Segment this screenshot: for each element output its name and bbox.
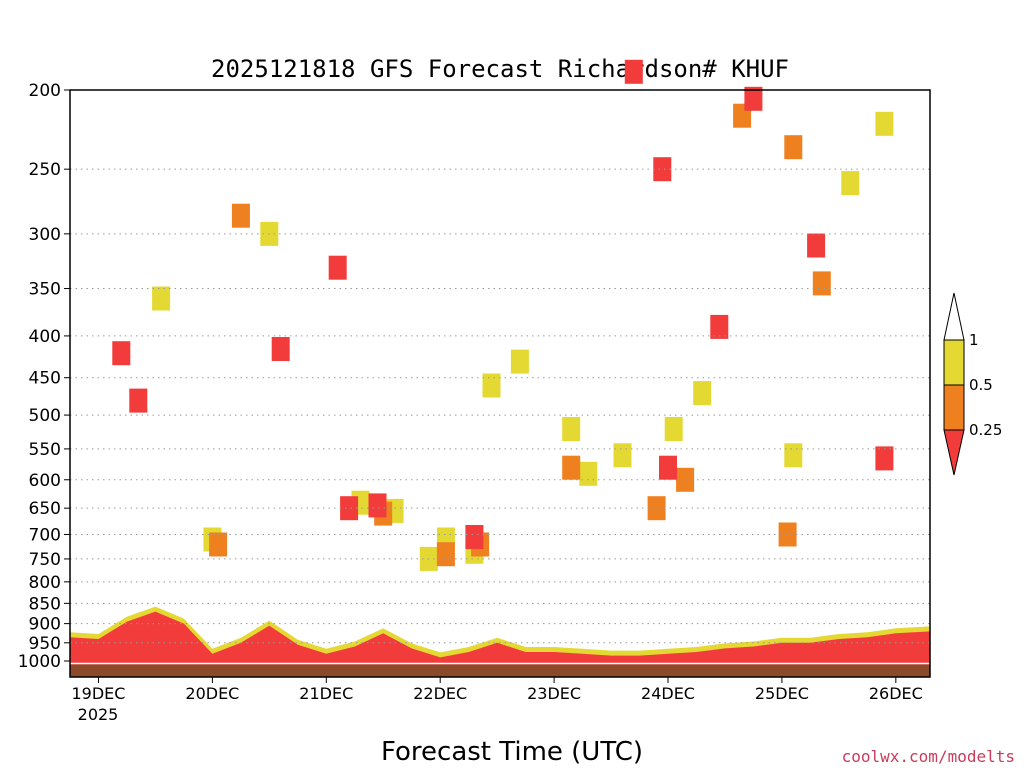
surface-layer-red (70, 611, 930, 677)
xtick-label-6: 25DEC (755, 684, 809, 703)
ytick-label-950: 950 (29, 634, 61, 654)
ytick-label-700: 700 (29, 525, 61, 545)
ytick-label-200: 200 (29, 81, 61, 101)
ri-patch-4-10 (624, 59, 643, 84)
ri-patch-2-11 (152, 286, 171, 311)
ri-patch-3-11 (778, 522, 797, 547)
ytick-label-250: 250 (29, 160, 61, 180)
ri-patch-2-15 (482, 373, 501, 398)
ri-patch-4-5 (807, 233, 826, 258)
ri-patch-4-1 (368, 493, 387, 518)
ri-patch-4-8 (112, 341, 131, 366)
y-axis-ticks: 200 250 300 350 400 450 500 550 600 650 700 750 8008… (18, 81, 70, 672)
ri-patch-4-3 (659, 455, 677, 480)
ri-patch-2-5 (579, 461, 598, 486)
colorbar-top-arrow (943, 292, 965, 341)
xtick-label-4: 23DEC (527, 684, 581, 703)
ri-patch-3-8 (676, 467, 695, 492)
ytick-label-850: 850 (29, 594, 61, 614)
ytick-label-600: 600 (29, 471, 61, 491)
ri-patch-4-12 (744, 86, 763, 111)
ytick-label-750: 750 (29, 550, 61, 570)
colorbar-label-0: 1 (969, 331, 979, 349)
ri-patch-2-8 (693, 381, 712, 406)
ri-patch-4-6 (271, 337, 290, 361)
ri-patch-2-6 (613, 443, 632, 468)
ri-patch-2-7 (664, 417, 683, 441)
plot-frame (69, 89, 931, 678)
ri-patch-3-6 (812, 271, 831, 296)
x-axis-ticks: 19DEC 20DEC 21DEC 22DEC 23DEC 24DEC 25DEC 26DEC (71, 677, 923, 703)
credit-text[interactable]: coolwx.com/modelts (842, 747, 1015, 766)
ytick-label-1000: 1000 (18, 652, 61, 672)
ri-patch-2-17 (562, 417, 581, 441)
x-axis-label: Forecast Time (UTC) (381, 737, 643, 767)
ri-patch-3-10 (209, 532, 228, 557)
colorbar: 1 0.5 0.25 (943, 292, 1002, 476)
ri-patch-3-5 (231, 203, 250, 228)
xtick-label-1: 20DEC (185, 684, 239, 703)
ytick-label-300: 300 (29, 225, 61, 245)
richardson-fill (70, 59, 930, 677)
ri-patch-3-9 (562, 455, 581, 480)
colorbar-bin-1 (943, 384, 965, 431)
xtick-label-0: 19DEC (71, 684, 125, 703)
ri-patch-2-16 (510, 349, 529, 374)
ri-patch-4-2 (465, 525, 484, 549)
x-year-label: 2025 (78, 705, 119, 724)
ri-patch-3-4 (784, 135, 803, 160)
ri-patch-4-9 (129, 388, 148, 413)
ytick-label-900: 900 (29, 615, 61, 635)
gridlines (70, 168, 930, 644)
colorbar-label-2: 0.25 (969, 421, 1002, 439)
colorbar-bin-0 (943, 339, 965, 386)
ground-band (70, 664, 930, 677)
colorbar-label-1: 0.5 (969, 376, 993, 394)
ground-layer (70, 662, 930, 677)
ytick-label-800: 800 (29, 573, 61, 593)
xtick-label-5: 24DEC (641, 684, 695, 703)
ri-patch-4-11 (653, 157, 672, 182)
ytick-label-400: 400 (29, 327, 61, 347)
ri-patch-2-13 (841, 171, 860, 196)
ytick-label-450: 450 (29, 369, 61, 389)
ytick-label-650: 650 (29, 499, 61, 519)
xtick-label-3: 22DEC (413, 684, 467, 703)
ri-patch-2-9 (784, 443, 803, 468)
colorbar-bottom-arrow (943, 429, 965, 476)
ri-patch-3-7 (647, 496, 666, 521)
ri-patch-3-1 (436, 542, 455, 567)
ytick-label-550: 550 (29, 440, 61, 460)
ytick-label-350: 350 (29, 280, 61, 300)
ri-patch-2-14 (875, 111, 894, 136)
ri-patch-4-4 (710, 314, 729, 339)
ri-patch-4-0 (340, 496, 359, 521)
ri-patch-4-7 (328, 255, 347, 280)
xtick-label-7: 26DEC (869, 684, 923, 703)
ri-patch-4-13 (875, 446, 894, 471)
ytick-label-500: 500 (29, 406, 61, 426)
chart-title: 2025121818 GFS Forecast Richardson# KHUF (211, 55, 789, 83)
xtick-label-2: 21DEC (299, 684, 353, 703)
